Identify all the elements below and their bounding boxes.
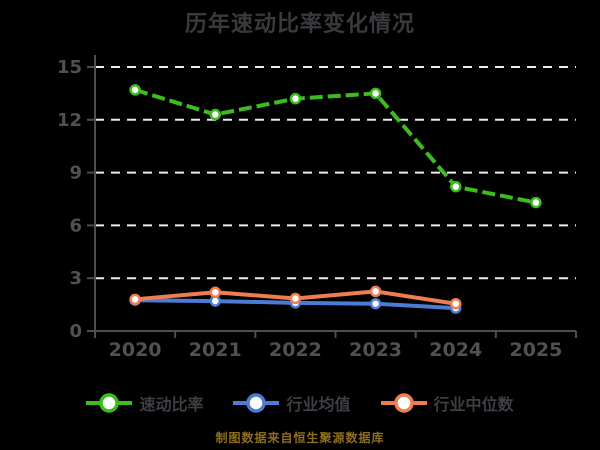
legend-marker-icon	[380, 393, 427, 413]
legend-label: 行业中位数	[433, 395, 514, 414]
legend-item-1: 行业均值	[233, 391, 351, 415]
data-point-marker	[530, 196, 542, 209]
chart-title: 历年速动比率变化情况	[184, 12, 415, 37]
data-point-marker	[450, 180, 462, 193]
data-point-marker	[129, 84, 141, 96]
x-axis-tick-label: 2023	[349, 339, 402, 361]
y-axis-tick-label: 6	[69, 215, 82, 236]
chart-legend: 速动比率 行业均值 行业中位数	[0, 388, 600, 418]
x-axis-tick-label: 2024	[429, 339, 482, 361]
data-point-marker	[369, 87, 382, 100]
y-axis-tick-label: 9	[69, 163, 82, 184]
x-axis-tick-label: 2020	[109, 339, 162, 361]
legend-label: 速动比率	[139, 395, 204, 414]
legend-marker-icon	[86, 393, 133, 413]
y-axis-tick-label: 3	[69, 268, 82, 289]
y-axis-tick-label: 12	[57, 110, 82, 131]
data-point-marker	[369, 297, 382, 310]
y-axis-tick-label: 0	[69, 321, 82, 342]
x-axis-tick-label: 2025	[509, 339, 562, 361]
data-point-marker	[369, 285, 382, 298]
x-axis-tick-label: 2021	[189, 339, 242, 361]
legend-label: 行业均值	[286, 395, 351, 414]
data-point-marker	[289, 92, 302, 105]
series-line-0	[134, 87, 537, 205]
data-point-marker	[129, 293, 141, 306]
legend-item-2: 行业中位数	[380, 391, 514, 415]
x-axis-tick-label: 2022	[269, 339, 322, 361]
data-point-marker	[209, 286, 221, 299]
data-point-marker	[209, 108, 221, 121]
y-axis-tick-label: 15	[57, 57, 82, 78]
chart-canvas: 0 3 6 9 12 15 2020 2021 2022 2023 2024 2025	[57, 55, 577, 361]
legend-marker-icon	[233, 393, 280, 413]
data-source-note: 制图数据来自恒生聚源数据库	[215, 431, 385, 445]
data-point-marker	[289, 292, 302, 305]
legend-item-0: 速动比率	[86, 391, 203, 415]
data-point-marker	[450, 297, 462, 310]
